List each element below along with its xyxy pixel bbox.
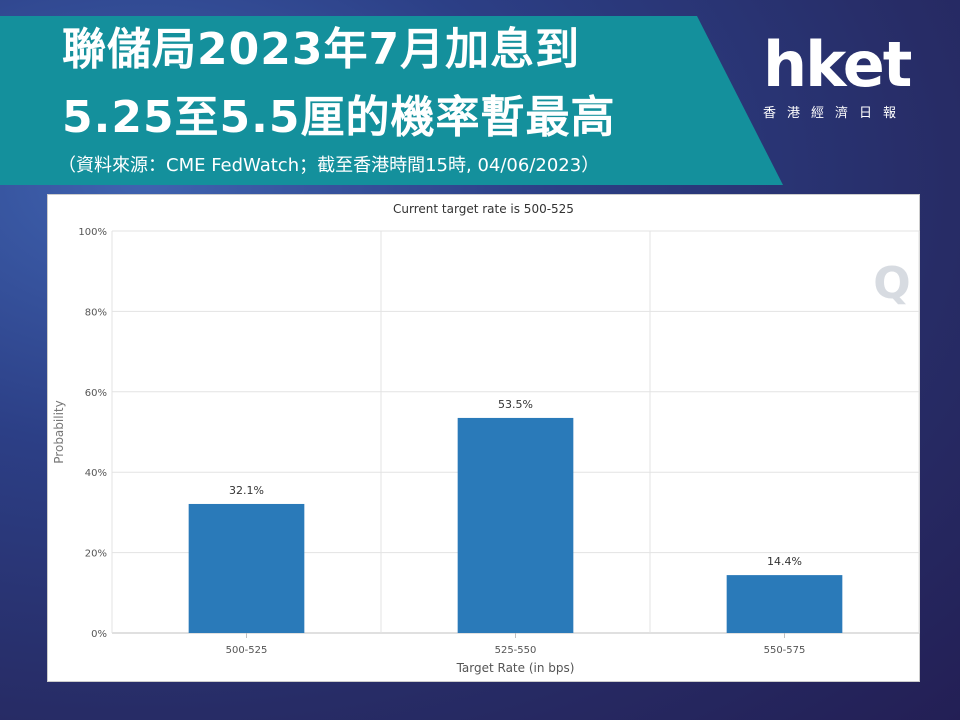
probability-bar-chart: Current target rate is 500-525 Q 0% 20% 40% 6…	[47, 194, 920, 682]
chart-panel: Current target rate is 500-525 Q 0% 20% 40% 6…	[47, 194, 920, 682]
x-tick-label: 525-550	[495, 645, 537, 656]
page-title-line-1: 聯儲局2023年7月加息到	[62, 24, 581, 75]
bar	[188, 503, 305, 633]
x-axis-label: Target Rate (in bps)	[456, 661, 575, 675]
y-tick-label: 40%	[85, 468, 107, 479]
x-tick-label: 550-575	[764, 645, 806, 656]
source-note: （資料來源：CME FedWatch；截至香港時間15時, 04/06/2023…	[58, 155, 600, 176]
watermark-icon: Q	[873, 258, 910, 309]
bar-data-label: 53.5%	[498, 398, 533, 411]
page-title-line-2: 5.25至5.5厘的機率暫最高	[62, 92, 616, 143]
bar	[726, 575, 843, 633]
y-tick-label: 80%	[85, 307, 107, 318]
header-banner: 聯儲局2023年7月加息到 5.25至5.5厘的機率暫最高 （資料來源：CME …	[0, 0, 960, 185]
chart-title: Current target rate is 500-525	[393, 202, 574, 216]
y-axis-label: Probability	[52, 400, 66, 463]
logo-subtitle: 香港經濟日報	[763, 106, 908, 121]
bar	[457, 417, 574, 633]
x-tick-label: 500-525	[226, 645, 268, 656]
logo-wordmark: hket	[763, 28, 912, 101]
y-tick-label: 60%	[85, 388, 107, 399]
bar-data-label: 32.1%	[229, 484, 264, 497]
y-tick-label: 100%	[78, 227, 107, 238]
y-tick-label: 0%	[91, 629, 107, 640]
bar-data-label: 14.4%	[767, 555, 802, 568]
y-tick-label: 20%	[85, 549, 107, 560]
banner-shape	[0, 16, 783, 185]
hket-logo: hket 香港經濟日報	[755, 30, 925, 130]
